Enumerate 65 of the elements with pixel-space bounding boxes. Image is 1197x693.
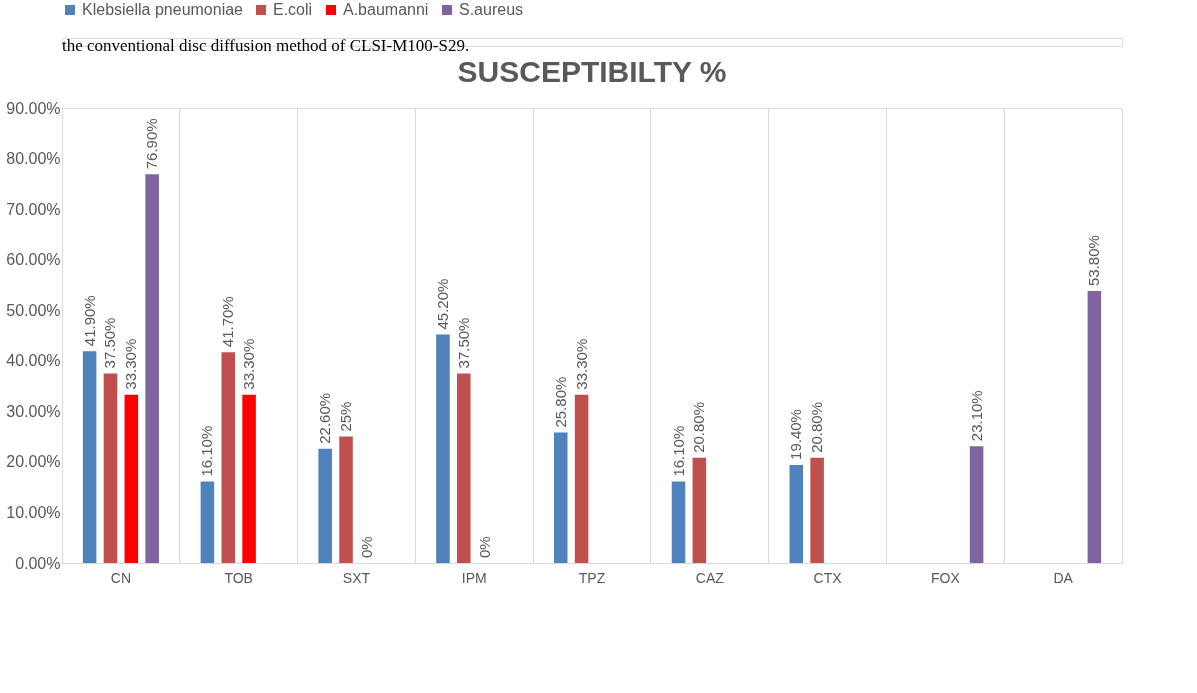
- x-tick-label: CN: [110, 569, 132, 586]
- bar: [339, 436, 353, 563]
- x-tick-label: SXT: [342, 569, 371, 586]
- bar: [124, 394, 139, 563]
- x-tick-label: DA: [1053, 569, 1074, 586]
- bar: [969, 446, 984, 563]
- data-label: 41.90%: [80, 295, 98, 347]
- bar: [789, 464, 804, 563]
- y-tick-label: 30.00%: [6, 402, 61, 420]
- x-tick-label: IPM: [461, 569, 487, 586]
- bar: [221, 352, 236, 563]
- x-tick-label: TOB: [224, 569, 253, 586]
- legend-label: S.aureus: [459, 1, 524, 18]
- bar: [1087, 291, 1102, 563]
- data-label: 41.70%: [219, 296, 237, 348]
- y-tick-label: 20.00%: [6, 453, 61, 471]
- data-label: 33.30%: [240, 338, 258, 390]
- data-label: 33.30%: [572, 338, 590, 390]
- bar: [574, 394, 589, 563]
- data-label: 45.20%: [433, 278, 451, 330]
- data-label: 20.80%: [690, 401, 708, 453]
- data-label: 16.10%: [198, 425, 216, 477]
- y-tick-label: 90.00%: [6, 99, 61, 117]
- data-label: 20.80%: [808, 401, 826, 453]
- data-label: 23.10%: [967, 390, 985, 442]
- bar: [457, 373, 471, 563]
- y-tick-label: 70.00%: [6, 200, 61, 218]
- data-label: 16.10%: [669, 425, 687, 477]
- chart-title: SUSCEPTIBILTY %: [457, 55, 727, 88]
- x-tick-label: FOX: [930, 569, 961, 586]
- bar: [810, 457, 824, 563]
- bar: [671, 481, 686, 563]
- bar: [242, 394, 256, 563]
- bar: [553, 432, 568, 563]
- data-label: 0%: [357, 536, 375, 558]
- y-tick-label: 0.00%: [15, 554, 61, 572]
- bar: [145, 174, 159, 563]
- x-tick-label: TPZ: [578, 569, 606, 586]
- text: the conventional disc diffusion method of CLSI-M100-S29.: [62, 36, 470, 55]
- bar: [692, 457, 707, 563]
- data-label: 25%: [337, 401, 355, 432]
- bar: [436, 334, 450, 563]
- data-label: 22.60%: [316, 392, 334, 444]
- legend-label: A.baumanni: [343, 1, 429, 18]
- bar: [103, 373, 118, 563]
- bar: [200, 481, 215, 563]
- y-tick-label: 60.00%: [6, 251, 61, 269]
- data-label: 37.50%: [454, 317, 472, 369]
- y-tick-label: 10.00%: [6, 503, 61, 521]
- data-label: 53.80%: [1085, 235, 1103, 287]
- x-tick-label: CAZ: [695, 569, 725, 586]
- bar: [82, 351, 97, 563]
- data-label: 19.40%: [787, 409, 805, 460]
- y-tick-label: 50.00%: [6, 301, 61, 319]
- bar: [318, 448, 332, 563]
- x-tick-label: CTX: [813, 569, 843, 586]
- data-label: 33.30%: [122, 338, 140, 390]
- data-label: 25.80%: [551, 376, 569, 428]
- legend-label: Klebsiella pneumoniae: [82, 1, 244, 18]
- data-label: 76.90%: [143, 118, 161, 170]
- data-label: 37.50%: [101, 317, 119, 369]
- y-tick-label: 40.00%: [6, 352, 61, 370]
- data-label: 0%: [475, 536, 493, 558]
- legend-label: E.coli: [273, 1, 313, 18]
- y-tick-label: 80.00%: [6, 150, 61, 168]
